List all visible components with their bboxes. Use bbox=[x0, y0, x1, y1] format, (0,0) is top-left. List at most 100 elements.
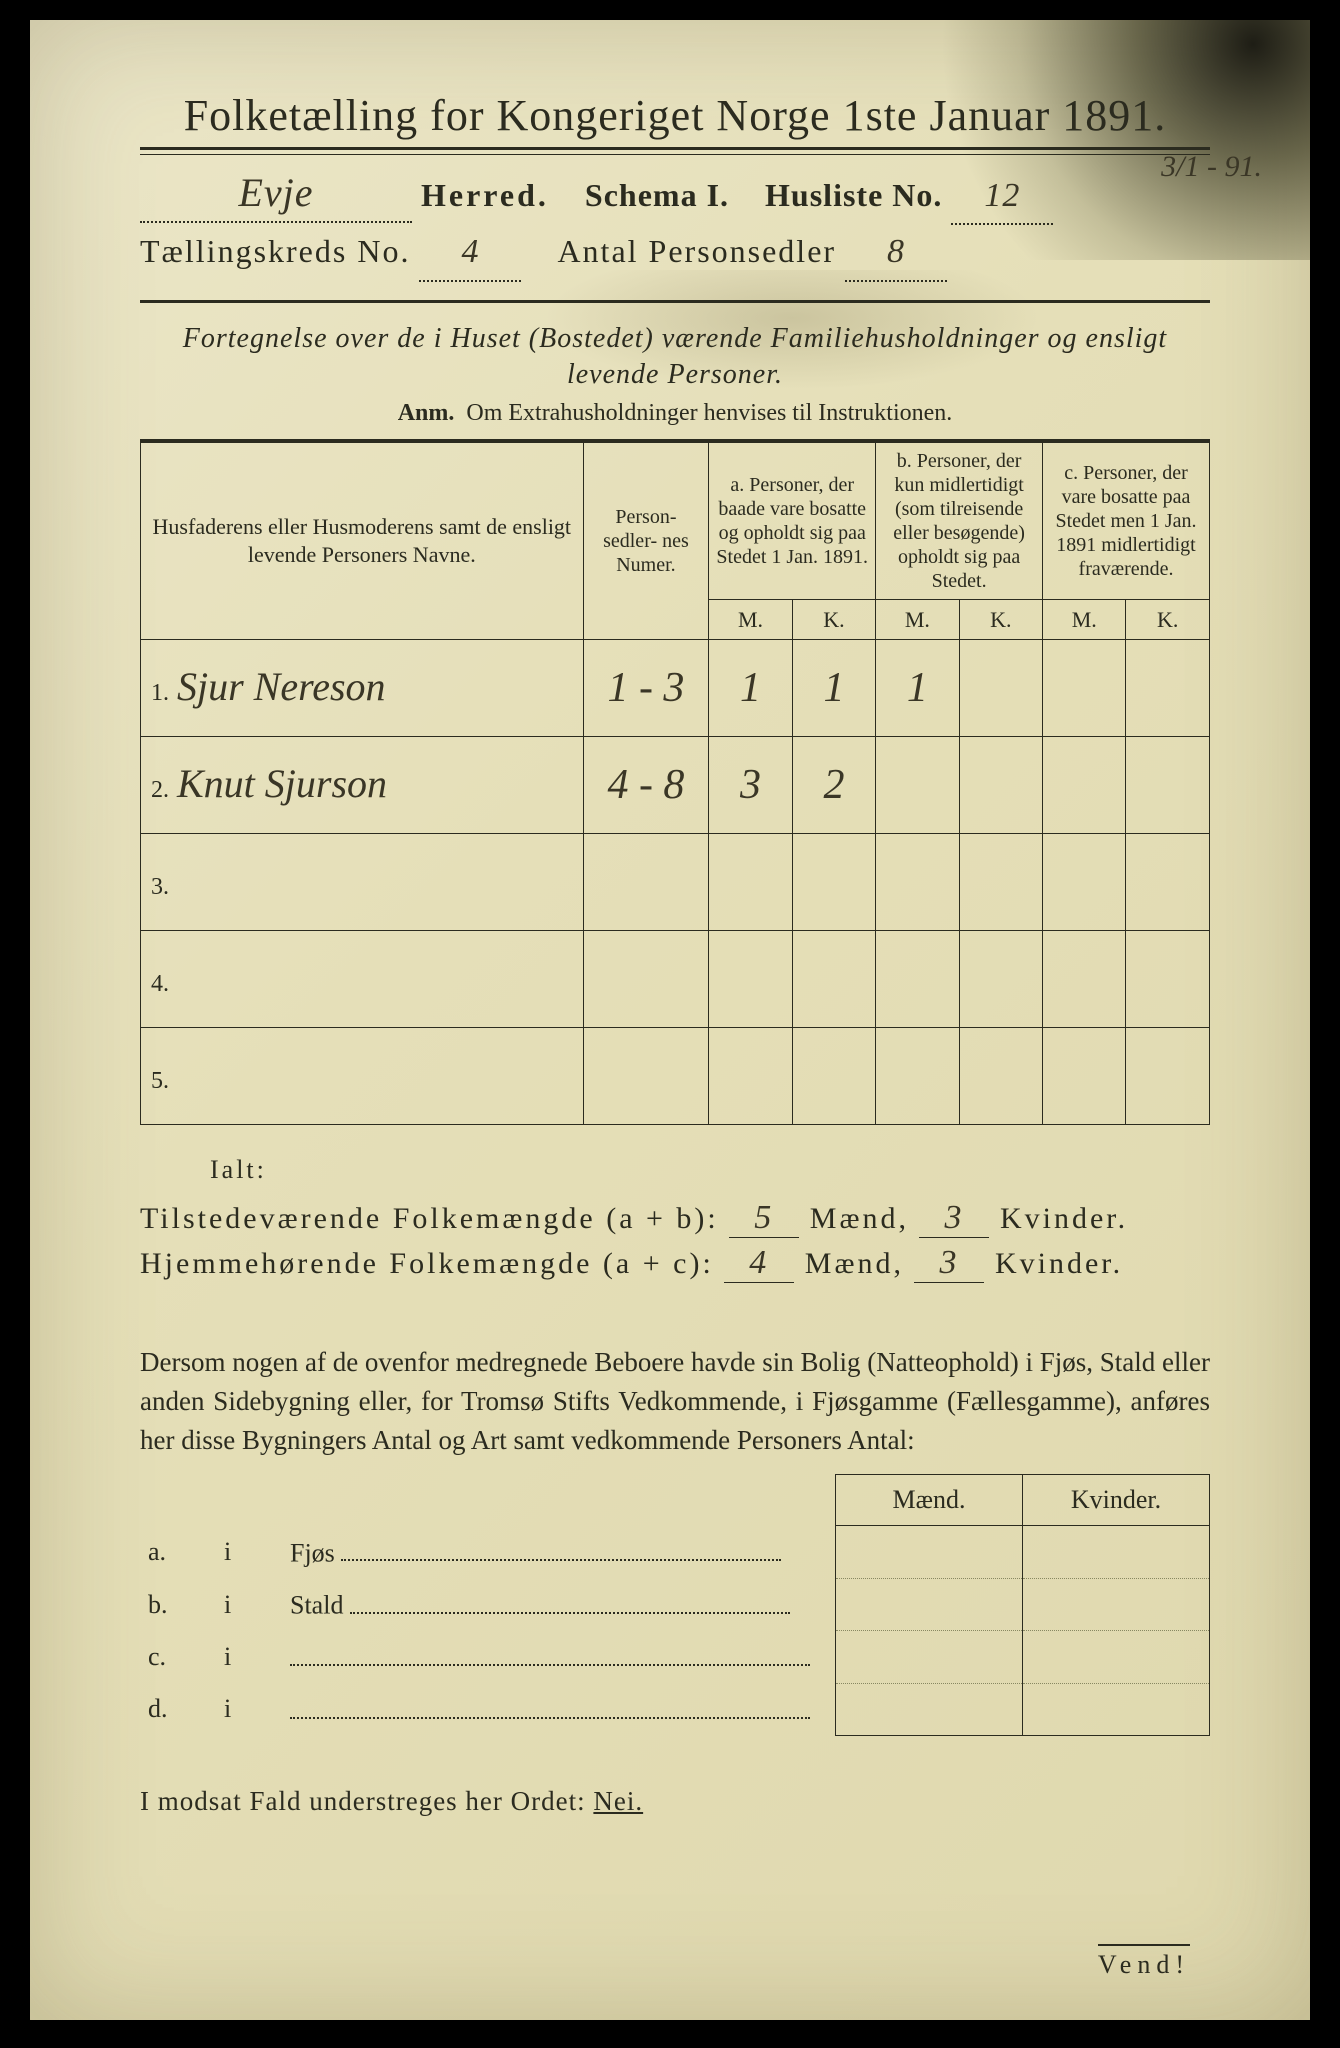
cell-bM: 1 bbox=[876, 640, 959, 737]
sum-ac: Hjemmehørende Folkemængde (a + c): 4 Mæn… bbox=[140, 1244, 1210, 1283]
side-k bbox=[1023, 1526, 1210, 1578]
cell-aM bbox=[709, 834, 792, 931]
census-page: 3/1 - 91. Folketælling for Kongeriget No… bbox=[30, 20, 1310, 2020]
side-a: a. bbox=[140, 1526, 216, 1578]
side-k bbox=[1023, 1631, 1210, 1683]
side-row: a. i Fjøs bbox=[140, 1526, 1210, 1578]
herred-line: Evje Herred. Schema I. Husliste No. 12 bbox=[140, 169, 1210, 225]
head-a-m: M. bbox=[709, 599, 792, 640]
table-row: 4. bbox=[141, 931, 1210, 1028]
side-k bbox=[1023, 1578, 1210, 1630]
head-a: a. Personer, der baade vare bosatte og o… bbox=[709, 442, 876, 599]
husliste-label: Husliste No. bbox=[765, 177, 942, 213]
cell-cM bbox=[1043, 931, 1126, 1028]
sum2-k: 3 bbox=[939, 1244, 959, 1281]
head-numer: Person- sedler- nes Numer. bbox=[583, 442, 709, 640]
schema-label: Schema I. bbox=[585, 177, 729, 213]
row-numer bbox=[583, 834, 709, 931]
anm-note: Anm. Om Extrahusholdninger henvises til … bbox=[140, 400, 1210, 427]
side-m bbox=[836, 1683, 1023, 1735]
side-b: b. bbox=[140, 1578, 216, 1630]
cell-bK bbox=[959, 834, 1042, 931]
row-num: 5. bbox=[151, 1068, 177, 1094]
cell-cM bbox=[1043, 640, 1126, 737]
husliste-no: 12 bbox=[984, 177, 1020, 214]
nei-prefix: I modsat Fald understreges her Ordet: bbox=[140, 1786, 593, 1816]
side-k bbox=[1023, 1683, 1210, 1735]
title-underline bbox=[140, 147, 1210, 155]
vend-footer: Vend! bbox=[1098, 1944, 1190, 1980]
cell-cK bbox=[1126, 737, 1210, 834]
head-c-m: M. bbox=[1043, 599, 1126, 640]
cell-aK bbox=[792, 834, 875, 931]
cell-bM bbox=[876, 737, 959, 834]
side-type: Fjøs bbox=[290, 1538, 335, 1567]
content: Folketælling for Kongeriget Norge 1ste J… bbox=[30, 20, 1310, 1857]
kvinder-label: Kvinder. bbox=[1000, 1202, 1128, 1235]
cell-aM: 1 bbox=[709, 640, 792, 737]
side-building-paragraph: Dersom nogen af de ovenfor medregnede Be… bbox=[140, 1343, 1210, 1460]
head-a-k: K. bbox=[792, 599, 875, 640]
cell-aK: 2 bbox=[792, 737, 875, 834]
side-m bbox=[836, 1631, 1023, 1683]
rule-after-header bbox=[140, 300, 1210, 303]
sum2-m: 4 bbox=[749, 1244, 769, 1281]
census-table: Husfaderens eller Husmoderens samt de en… bbox=[140, 442, 1210, 1126]
row-numer bbox=[583, 931, 709, 1028]
side-i: i bbox=[216, 1631, 282, 1683]
antal-label: Antal Personsedler bbox=[557, 233, 836, 269]
head-c: c. Personer, der vare bosatte paa Stedet… bbox=[1043, 442, 1210, 599]
herred-label: Herred. bbox=[421, 177, 549, 213]
taellingskreds-no: 4 bbox=[461, 233, 479, 270]
cell-cK bbox=[1126, 834, 1210, 931]
cell-aK bbox=[792, 931, 875, 1028]
nei-line: I modsat Fald understreges her Ordet: Ne… bbox=[140, 1786, 1210, 1817]
side-row: d. i bbox=[140, 1683, 1210, 1735]
dotfill bbox=[290, 1693, 810, 1718]
head-b-m: M. bbox=[876, 599, 959, 640]
table-row: 2.Knut Sjurson 4 - 8 3 2 bbox=[141, 737, 1210, 834]
side-head-kvinder: Kvinder. bbox=[1023, 1475, 1210, 1526]
side-row: c. i bbox=[140, 1631, 1210, 1683]
sum1-m: 5 bbox=[754, 1199, 774, 1236]
cell-cK bbox=[1126, 640, 1210, 737]
cell-cM bbox=[1043, 737, 1126, 834]
kvinder-label2: Kvinder. bbox=[995, 1247, 1123, 1280]
row-numer: 1 - 3 bbox=[583, 640, 709, 737]
cell-aM bbox=[709, 931, 792, 1028]
table-row: 5. bbox=[141, 1028, 1210, 1125]
cell-aK: 1 bbox=[792, 640, 875, 737]
cell-bK bbox=[959, 1028, 1042, 1125]
dotfill bbox=[341, 1536, 781, 1561]
cell-cK bbox=[1126, 1028, 1210, 1125]
ialt-label: Ialt: bbox=[210, 1155, 1210, 1185]
cell-cM bbox=[1043, 1028, 1126, 1125]
side-building-table: Mænd. Kvinder. a. i Fjøs b. i Stald c. i bbox=[140, 1474, 1210, 1736]
cell-aM bbox=[709, 1028, 792, 1125]
dotfill bbox=[290, 1641, 810, 1666]
kreds-line: Tællingskreds No. 4 Antal Personsedler 8 bbox=[140, 225, 1210, 281]
head-names: Husfaderens eller Husmoderens samt de en… bbox=[141, 442, 584, 640]
sum1-label: Tilstedeværende Folkemængde (a + b): bbox=[140, 1202, 719, 1235]
row-name: Sjur Nereson bbox=[177, 664, 386, 709]
taellingskreds-label: Tællingskreds No. bbox=[140, 233, 410, 269]
anm-text: Om Extrahusholdninger henvises til Instr… bbox=[466, 400, 952, 426]
side-head-maend: Mænd. bbox=[836, 1475, 1023, 1526]
table-row: 1.Sjur Nereson 1 - 3 1 1 1 bbox=[141, 640, 1210, 737]
row-name: Knut Sjurson bbox=[177, 761, 387, 806]
cell-bM bbox=[876, 931, 959, 1028]
sum-ab: Tilstedeværende Folkemængde (a + b): 5 M… bbox=[140, 1199, 1210, 1238]
sum1-k: 3 bbox=[944, 1199, 964, 1236]
sum2-label: Hjemmehørende Folkemængde (a + c): bbox=[140, 1247, 714, 1280]
side-m bbox=[836, 1578, 1023, 1630]
cell-cK bbox=[1126, 931, 1210, 1028]
page-title: Folketælling for Kongeriget Norge 1ste J… bbox=[140, 90, 1210, 141]
row-num: 4. bbox=[151, 971, 177, 997]
side-i: i bbox=[216, 1526, 282, 1578]
dotfill bbox=[350, 1588, 790, 1613]
side-d: d. bbox=[140, 1683, 216, 1735]
side-m bbox=[836, 1526, 1023, 1578]
cell-aK bbox=[792, 1028, 875, 1125]
table-row: 3. bbox=[141, 834, 1210, 931]
row-numer bbox=[583, 1028, 709, 1125]
